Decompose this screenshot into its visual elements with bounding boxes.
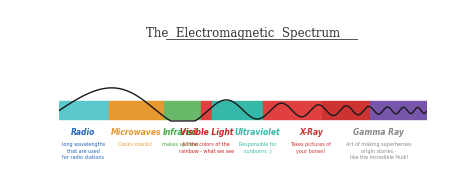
Bar [109, 101, 164, 120]
Text: Responsible for
sunburns :): Responsible for sunburns :) [239, 142, 276, 154]
Bar [263, 101, 322, 120]
Text: Takes pictures of
your bones!: Takes pictures of your bones! [291, 142, 331, 154]
Text: All the colors of the
rainbow - what we see: All the colors of the rainbow - what we … [179, 142, 234, 154]
Text: Gamma Ray: Gamma Ray [354, 128, 404, 137]
Bar [201, 101, 212, 120]
Bar [212, 101, 263, 120]
Text: Visible Light: Visible Light [180, 128, 233, 137]
Bar [164, 101, 201, 120]
Text: Cooks snacks!: Cooks snacks! [118, 142, 153, 147]
Text: X-Ray: X-Ray [299, 128, 323, 137]
Bar [322, 101, 370, 120]
Bar [370, 101, 427, 120]
Text: Radio: Radio [71, 128, 95, 137]
Text: The  Electromagnetic  Spectrum: The Electromagnetic Spectrum [146, 27, 340, 40]
Text: Microwaves: Microwaves [110, 128, 161, 137]
Text: Art of making superheroes
origin stories -
like the Incredible Hulk!: Art of making superheroes origin stories… [346, 142, 411, 160]
Text: Infrared: Infrared [163, 128, 198, 137]
Text: makes up heat: makes up heat [162, 142, 199, 147]
Text: long wavelengths
that are used
for radio stations: long wavelengths that are used for radio… [62, 142, 105, 160]
Bar [59, 101, 109, 120]
Text: Ultraviolet: Ultraviolet [235, 128, 281, 137]
